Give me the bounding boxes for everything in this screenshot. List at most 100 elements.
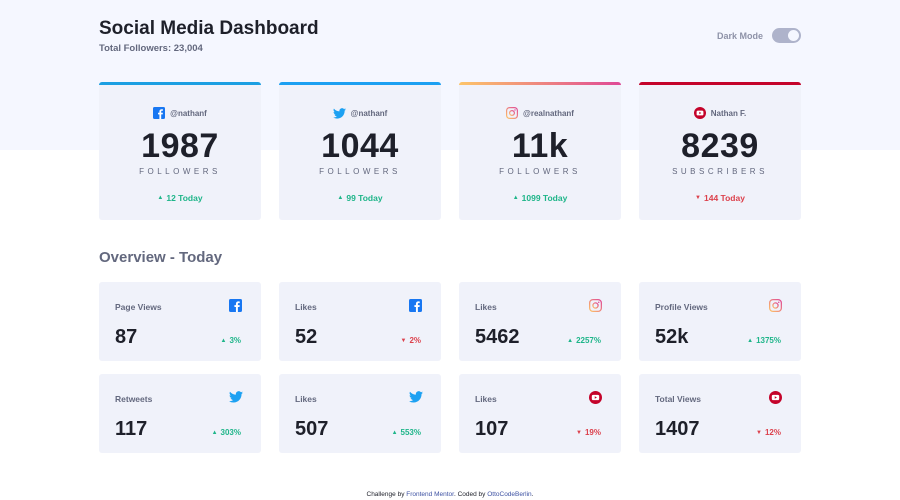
tile-change-text: 2% <box>409 336 421 345</box>
footer-suffix: . <box>531 491 534 498</box>
tile-change: ▲ 303% <box>212 428 241 437</box>
overview-tile[interactable]: Page Views 87 ▲ 3% <box>99 282 261 361</box>
arrow-up-icon: ▲ <box>337 195 344 201</box>
card-accent-bar <box>639 82 801 85</box>
arrow-down-icon: ▼ <box>400 337 407 344</box>
card-handle: @nathanf <box>99 106 261 120</box>
card-handle: @realnathanf <box>459 106 621 120</box>
facebook-icon <box>229 299 242 312</box>
tile-change-text: 12% <box>764 428 781 437</box>
twitter-icon <box>409 391 423 404</box>
tile-label: Likes <box>295 394 317 404</box>
overview-tile[interactable]: Retweets 117 ▲ 303% <box>99 374 261 453</box>
page-title: Social Media Dashboard <box>99 18 319 39</box>
youtube-icon <box>693 107 706 119</box>
card-instagram[interactable]: @realnathanf 11k FOLLOWERS ▲ 1099 Today <box>459 82 621 220</box>
card-handle: @nathanf <box>279 106 441 120</box>
tile-change: ▼ 19% <box>576 428 601 437</box>
twitter-icon <box>332 107 346 119</box>
facebook-icon <box>153 107 166 119</box>
tile-value: 1407 <box>655 418 700 440</box>
instagram-icon <box>769 299 782 312</box>
card-accent-bar <box>279 82 441 85</box>
tile-change-text: 303% <box>220 428 241 437</box>
tile-change: ▲ 553% <box>392 428 421 437</box>
twitter-icon <box>229 391 243 404</box>
dark-mode-label: Dark Mode <box>716 30 763 41</box>
tile-change: ▲ 2257% <box>567 336 601 345</box>
tile-value: 87 <box>115 326 138 348</box>
tile-label: Likes <box>475 302 497 312</box>
frontend-mentor-link[interactable]: Frontend Mentor <box>406 491 454 498</box>
tile-value: 117 <box>115 418 148 440</box>
today-change-text: 99 Today <box>346 193 383 203</box>
follower-unit: FOLLOWERS <box>139 167 221 176</box>
follower-count: 8239 <box>681 127 759 165</box>
tile-label: Profile Views <box>655 302 708 312</box>
today-change: ▼ 144 Today <box>639 193 801 203</box>
instagram-icon <box>506 107 519 119</box>
tile-change-text: 553% <box>400 428 421 437</box>
tile-value: 5462 <box>475 326 520 348</box>
follower-unit: FOLLOWERS <box>499 167 581 176</box>
card-handle: Nathan F. <box>639 106 801 120</box>
tile-change-text: 2257% <box>576 336 601 345</box>
dark-mode-toggle[interactable] <box>772 28 801 43</box>
tile-label: Page Views <box>115 302 162 312</box>
overview-tile[interactable]: Likes 107 ▼ 19% <box>459 374 621 453</box>
today-change-text: 1099 Today <box>521 193 568 203</box>
arrow-up-icon: ▲ <box>157 195 164 201</box>
follower-count: 11k <box>511 127 569 165</box>
facebook-icon <box>409 299 422 312</box>
tile-value: 52 <box>295 326 318 348</box>
overview-tile[interactable]: Likes 5462 ▲ 2257% <box>459 282 621 361</box>
overview-tile[interactable]: Total Views 1407 ▼ 12% <box>639 374 801 453</box>
tile-label: Likes <box>475 394 497 404</box>
tile-value: 52k <box>655 326 689 348</box>
footer-prefix: Challenge by <box>366 491 405 498</box>
overview-title: Overview - Today <box>99 249 223 266</box>
youtube-icon <box>589 391 602 404</box>
follower-unit: SUBSCRIBERS <box>672 167 768 176</box>
card-handle-text: @nathanf <box>350 108 388 118</box>
total-followers: Total Followers: 23,004 <box>99 43 203 54</box>
tile-label: Likes <box>295 302 317 312</box>
arrow-down-icon: ▼ <box>695 195 701 201</box>
arrow-up-icon: ▲ <box>747 337 754 344</box>
arrow-up-icon: ▲ <box>211 429 218 436</box>
tile-change: ▼ 12% <box>756 428 781 437</box>
arrow-down-icon: ▼ <box>756 429 762 436</box>
today-change-text: 12 Today <box>166 193 203 203</box>
follower-unit: FOLLOWERS <box>319 167 401 176</box>
today-change-text: 144 Today <box>704 193 745 203</box>
tile-change-text: 19% <box>584 428 601 437</box>
card-facebook[interactable]: @nathanf 1987 FOLLOWERS ▲ 12 Today <box>99 82 261 220</box>
tile-label: Total Views <box>655 394 701 404</box>
tile-change-text: 1375% <box>756 336 781 345</box>
today-change: ▲ 1099 Today <box>459 193 621 203</box>
instagram-icon <box>589 299 602 312</box>
dark-mode-control: Dark Mode <box>717 28 801 43</box>
youtube-icon <box>769 391 782 404</box>
card-accent-bar <box>459 82 621 85</box>
follower-cards: @nathanf 1987 FOLLOWERS ▲ 12 Today @nath… <box>99 82 801 220</box>
follower-count: 1044 <box>321 127 399 165</box>
card-handle-text: @nathanf <box>170 108 207 118</box>
card-handle-text: Nathan F. <box>710 108 747 118</box>
card-youtube[interactable]: Nathan F. 8239 SUBSCRIBERS ▼ 144 Today <box>639 82 801 220</box>
tile-change-text: 3% <box>229 336 241 345</box>
tile-label: Retweets <box>115 394 153 404</box>
overview-tile[interactable]: Likes 52 ▼ 2% <box>279 282 441 361</box>
today-change: ▲ 99 Today <box>279 193 441 203</box>
overview-tile[interactable]: Profile Views 52k ▲ 1375% <box>639 282 801 361</box>
arrow-down-icon: ▼ <box>576 429 582 436</box>
tile-value: 107 <box>475 418 509 440</box>
arrow-up-icon: ▲ <box>220 337 227 344</box>
arrow-up-icon: ▲ <box>567 337 574 344</box>
card-handle-text: @realnathanf <box>523 108 574 118</box>
page-header: Social Media Dashboard Total Followers: … <box>99 18 801 58</box>
card-twitter[interactable]: @nathanf 1044 FOLLOWERS ▲ 99 Today <box>279 82 441 220</box>
overview-tile[interactable]: Likes 507 ▲ 553% <box>279 374 441 453</box>
tile-change: ▲ 3% <box>220 336 241 345</box>
author-link[interactable]: OttoCodeBerlin <box>487 491 532 498</box>
